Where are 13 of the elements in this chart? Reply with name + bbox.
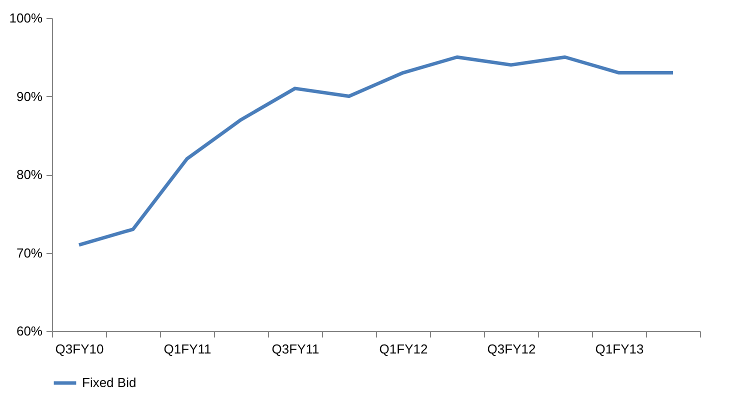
line-series [77,55,675,247]
y-tick-label: 80% [16,167,43,182]
x-tick-label: Q1FY13 [595,342,644,356]
y-tick-label: 90% [16,88,43,104]
y-tick-label: 100% [9,10,43,26]
x-tick-label: Q3FY12 [487,342,536,356]
x-tick-label: Q3FY11 [272,342,320,356]
y-tick-label: 70% [16,245,43,260]
x-tick-label: Q1FY11 [164,342,212,356]
legend-label: Fixed Bid [82,375,136,390]
x-tick-label: Q3FY10 [55,342,104,356]
y-tick-label: 60% [16,324,43,338]
x-tick-label: Q1FY12 [379,342,428,356]
